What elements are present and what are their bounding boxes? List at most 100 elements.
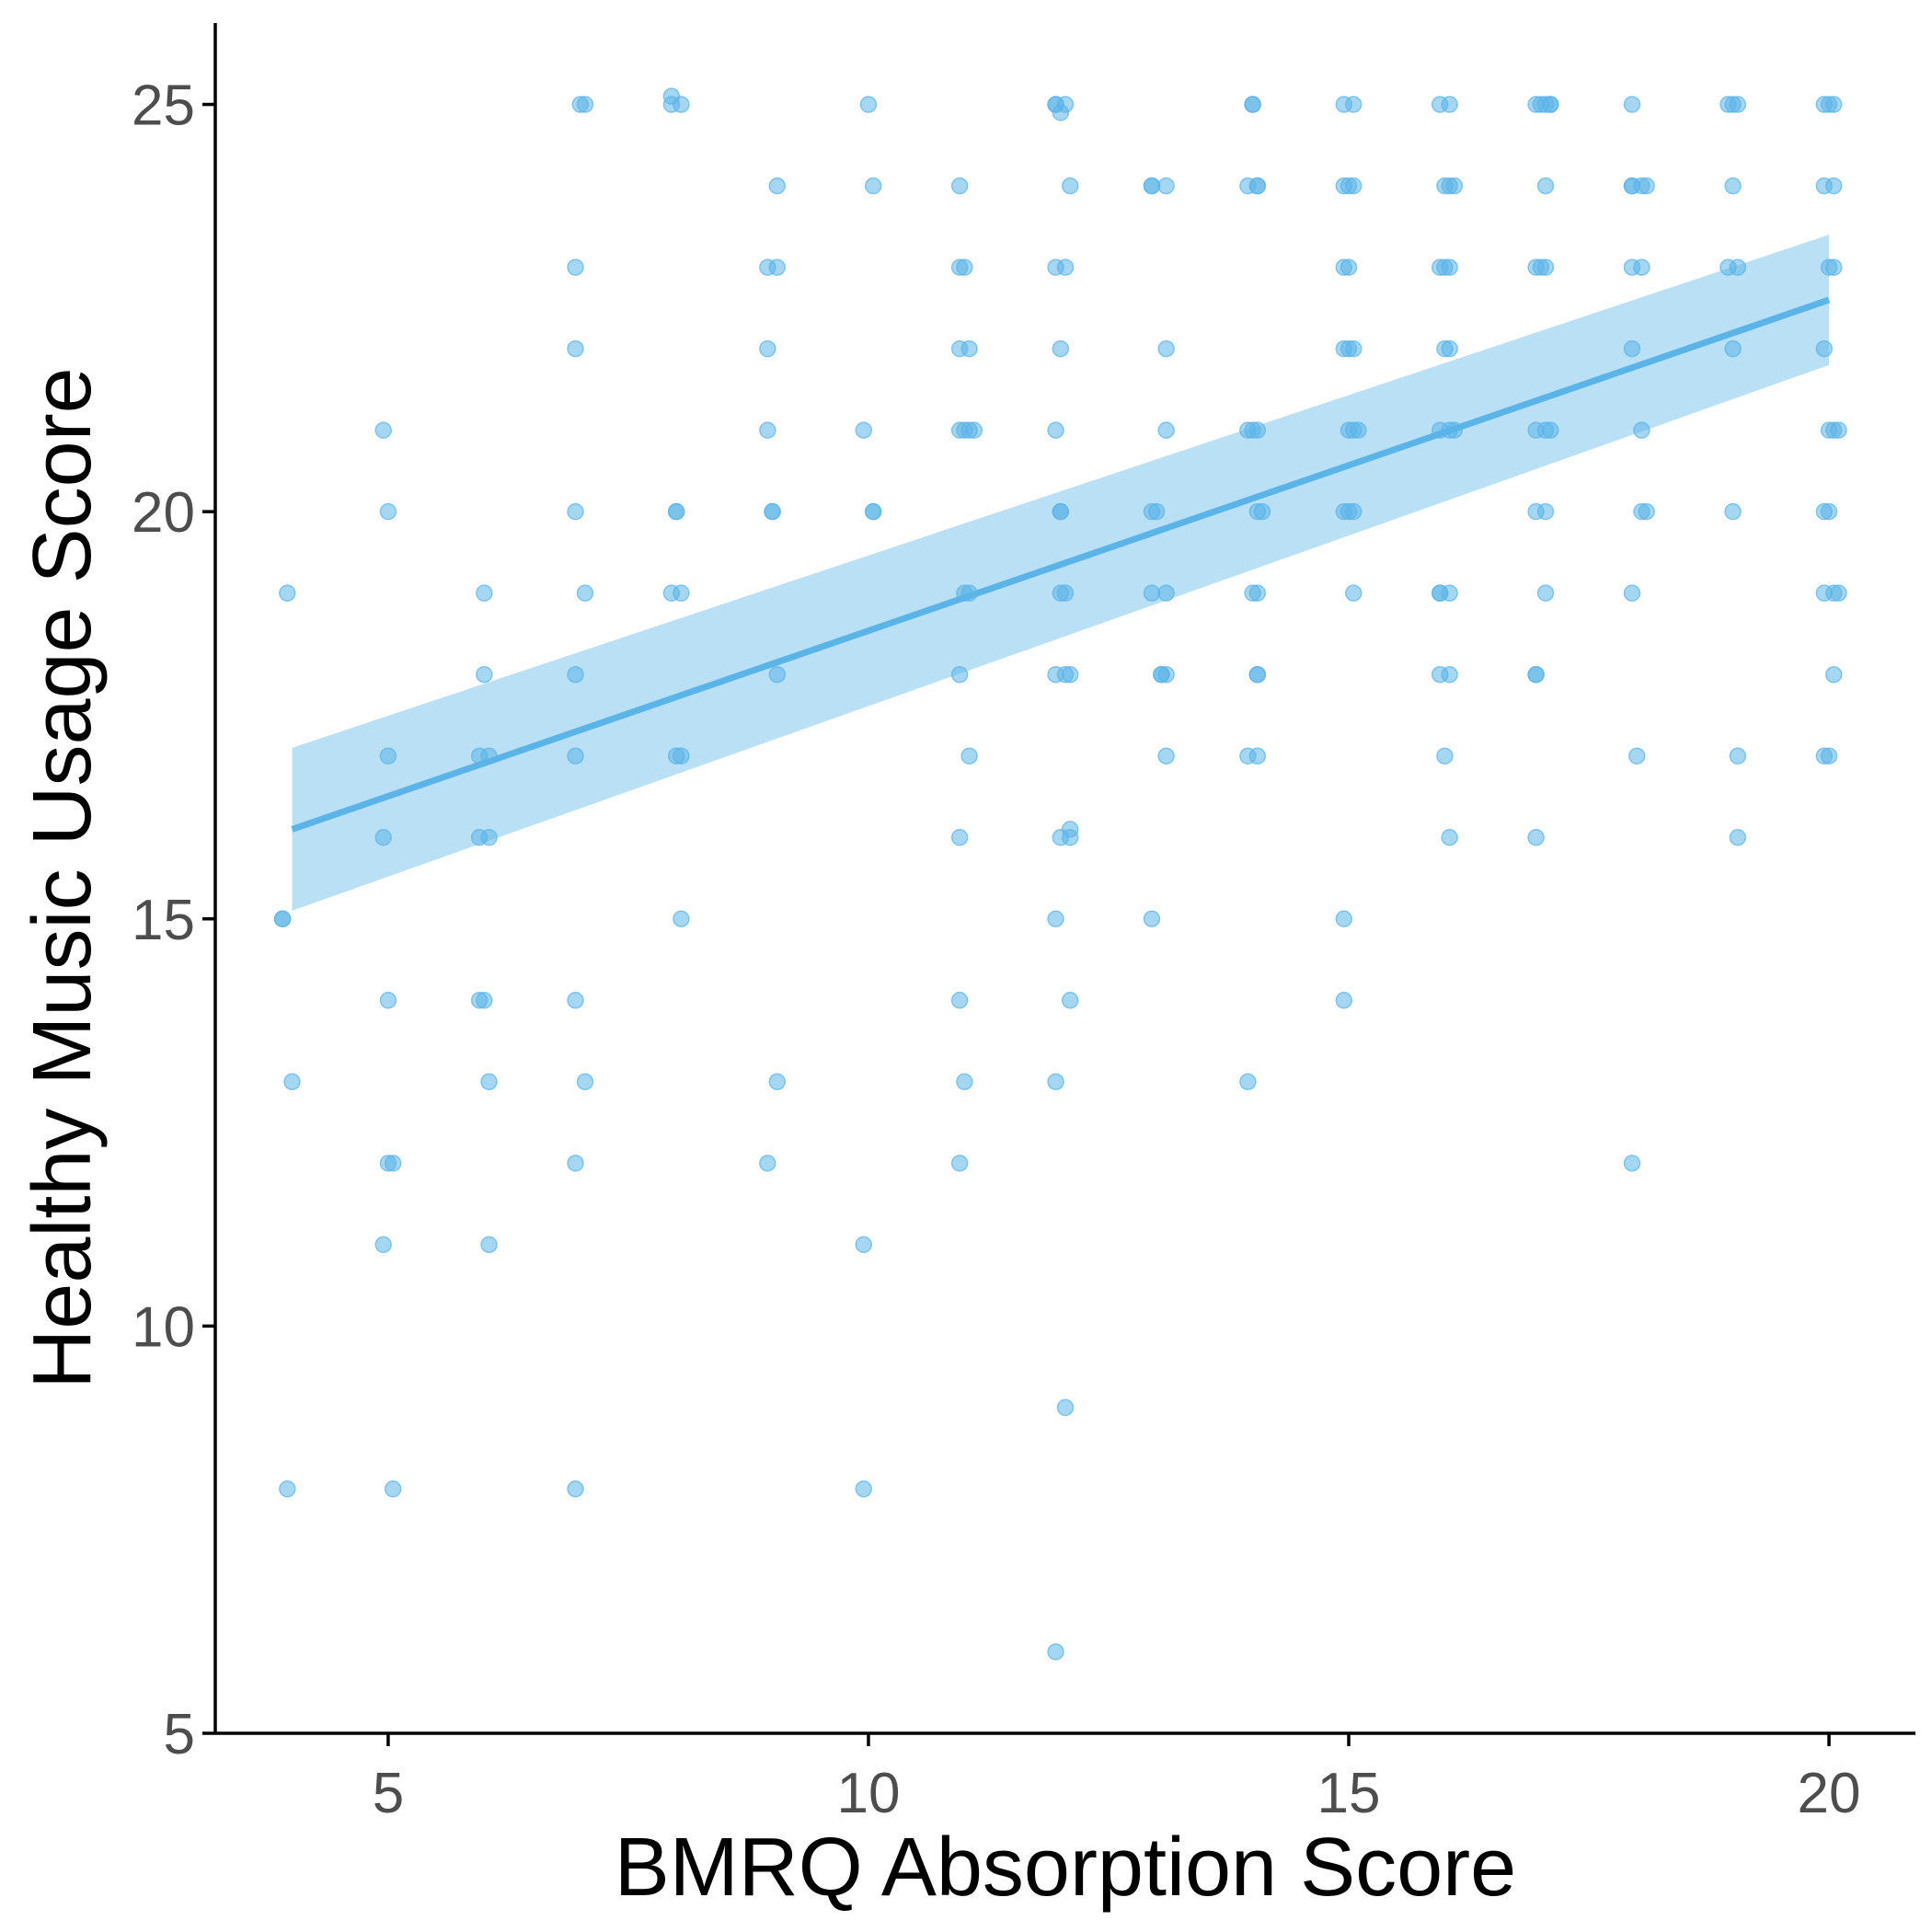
- x-axis-title: BMRQ Absorption Score: [615, 1822, 1516, 1914]
- data-point: [1815, 339, 1834, 358]
- data-point: [1157, 339, 1175, 358]
- data-point: [1638, 177, 1655, 195]
- data-point: [1061, 177, 1079, 195]
- data-point: [673, 910, 690, 928]
- data-point: [1056, 259, 1075, 276]
- data-point: [567, 502, 584, 521]
- y-tick-label: 15: [132, 889, 195, 952]
- data-point: [1623, 96, 1641, 113]
- data-point: [384, 1155, 402, 1172]
- data-point: [864, 502, 882, 521]
- data-point: [950, 177, 969, 195]
- data-point: [768, 259, 787, 276]
- data-point: [567, 747, 584, 765]
- data-point: [1623, 1155, 1641, 1172]
- data-point: [1820, 259, 1838, 276]
- data-point: [379, 502, 397, 521]
- data-point: [1157, 747, 1175, 765]
- data-point: [1253, 502, 1271, 521]
- data-point: [1724, 339, 1742, 358]
- data-point: [759, 1155, 776, 1172]
- trend-line: [291, 296, 1831, 833]
- data-point: [374, 828, 392, 846]
- data-point: [1527, 665, 1545, 684]
- data-point: [1244, 96, 1261, 113]
- data-point: [855, 1480, 872, 1498]
- data-point: [764, 502, 781, 521]
- data-point: [374, 421, 392, 439]
- data-point: [1056, 584, 1075, 602]
- data-point: [273, 910, 292, 928]
- data-point: [768, 177, 787, 195]
- data-point: [1825, 665, 1843, 684]
- data-point: [374, 1236, 392, 1254]
- data-point: [859, 96, 878, 113]
- data-point: [567, 339, 584, 358]
- data-point: [950, 665, 969, 684]
- data-point: [1047, 421, 1064, 439]
- data-point: [1239, 1073, 1257, 1091]
- data-point: [567, 992, 584, 1009]
- data-point: [1143, 177, 1161, 195]
- data-point: [576, 96, 594, 113]
- data-point: [1340, 259, 1358, 276]
- data-point: [759, 339, 776, 358]
- data-point: [1147, 502, 1166, 521]
- data-point: [567, 665, 584, 684]
- data-point: [1143, 910, 1161, 928]
- y-tick-label: 25: [132, 75, 195, 138]
- data-point: [379, 747, 397, 765]
- data-point: [1344, 96, 1363, 113]
- data-point: [956, 259, 973, 276]
- data-point: [1143, 584, 1161, 602]
- data-point: [1047, 1073, 1064, 1091]
- data-point: [480, 828, 498, 846]
- data-point: [1830, 584, 1847, 602]
- data-point: [1536, 584, 1555, 602]
- data-point: [1056, 96, 1075, 113]
- data-point: [950, 992, 969, 1009]
- points-layer: [273, 87, 1847, 1661]
- x-tick-label: 5: [373, 1762, 404, 1825]
- data-point: [1729, 259, 1747, 276]
- data-point: [1047, 910, 1064, 928]
- data-point: [1623, 339, 1641, 358]
- data-point: [379, 992, 397, 1009]
- data-point: [1536, 177, 1555, 195]
- data-point: [1820, 502, 1838, 521]
- y-tick-label: 10: [132, 1295, 195, 1359]
- trend-line-layer: [291, 296, 1831, 833]
- data-point: [667, 502, 685, 521]
- x-tick-label: 15: [1317, 1762, 1381, 1825]
- data-point: [1542, 96, 1559, 113]
- y-tick-label: 5: [164, 1703, 195, 1766]
- data-point: [1724, 502, 1742, 521]
- confidence-band: [292, 235, 1830, 911]
- data-point: [1825, 177, 1843, 195]
- data-point: [576, 584, 594, 602]
- data-point: [1248, 177, 1267, 195]
- data-point: [950, 1155, 969, 1172]
- data-point: [950, 828, 969, 846]
- data-point: [768, 665, 787, 684]
- data-point: [956, 1073, 973, 1091]
- data-point: [960, 747, 978, 765]
- data-point: [283, 1073, 301, 1091]
- data-point: [855, 421, 872, 439]
- data-point: [1340, 177, 1358, 195]
- data-point: [384, 1480, 402, 1498]
- data-point: [759, 421, 776, 439]
- data-point: [1527, 828, 1545, 846]
- y-axis-title: Healthy Music Usage Score: [17, 367, 109, 1388]
- data-point: [576, 1073, 594, 1091]
- data-point: [1830, 421, 1847, 439]
- data-point: [1248, 747, 1267, 765]
- data-point: [1056, 1398, 1075, 1417]
- data-point: [1244, 584, 1261, 602]
- data-point: [1441, 828, 1458, 846]
- data-point: [1729, 747, 1747, 765]
- data-point: [965, 421, 983, 439]
- data-point: [855, 1236, 872, 1254]
- data-point: [673, 96, 690, 113]
